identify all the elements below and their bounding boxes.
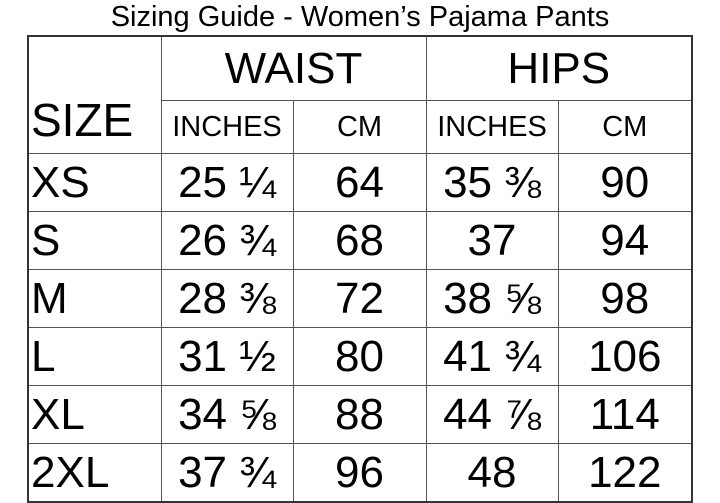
waist-inches-cell: 26 ¾ (160, 211, 294, 270)
hips-inches-header: INCHES (425, 100, 559, 154)
waist-cm-cell: 68 (292, 211, 427, 270)
size-cell: S (27, 211, 162, 270)
size-cell: XS (27, 153, 162, 212)
hips-cm-cell: 94 (557, 211, 693, 270)
page-title: Sizing Guide - Women’s Pajama Pants (110, 1, 610, 33)
waist-inches-header: INCHES (160, 100, 294, 154)
table-row: L 31 ½ 80 41 ¾ 106 (27, 327, 693, 386)
hips-cm-cell: 90 (557, 153, 693, 212)
table-row: 2XL 37 ¾ 96 48 122 (27, 443, 693, 503)
hips-inches-cell: 38 ⅝ (425, 269, 559, 328)
hips-cm-cell: 98 (557, 269, 693, 328)
sizing-table: SIZE WAIST HIPS INCHES CM INCHES CM XS 25… (27, 35, 694, 503)
table-row: XL 34 ⅝ 88 44 ⅞ 114 (27, 385, 693, 444)
hips-inches-cell: 41 ¾ (425, 327, 559, 386)
size-header: SIZE (27, 35, 162, 154)
size-cell: XL (27, 385, 162, 444)
waist-cm-cell: 72 (292, 269, 427, 328)
size-cell: L (27, 327, 162, 386)
waist-cm-cell: 96 (292, 443, 427, 503)
table-row: XS 25 ¼ 64 35 ⅜ 90 (27, 153, 693, 212)
table-row: M 28 ⅜ 72 38 ⅝ 98 (27, 269, 693, 328)
table-row: S 26 ¾ 68 37 94 (27, 211, 693, 270)
waist-header: WAIST (160, 35, 427, 101)
group-header-row: SIZE WAIST HIPS (27, 35, 693, 154)
hips-cm-cell: 106 (557, 327, 693, 386)
hips-cm-header: CM (557, 100, 693, 154)
hips-inches-cell: 35 ⅜ (425, 153, 559, 212)
hips-inches-cell: 44 ⅞ (425, 385, 559, 444)
waist-inches-cell: 31 ½ (160, 327, 294, 386)
hips-inches-cell: 48 (425, 443, 559, 503)
waist-inches-cell: 37 ¾ (160, 443, 294, 503)
waist-inches-cell: 25 ¼ (160, 153, 294, 212)
size-cell: 2XL (27, 443, 162, 503)
size-cell: M (27, 269, 162, 328)
hips-cm-cell: 122 (557, 443, 693, 503)
waist-cm-cell: 64 (292, 153, 427, 212)
waist-inches-cell: 28 ⅜ (160, 269, 294, 328)
waist-cm-cell: 80 (292, 327, 427, 386)
waist-cm-cell: 88 (292, 385, 427, 444)
waist-inches-cell: 34 ⅝ (160, 385, 294, 444)
hips-cm-cell: 114 (557, 385, 693, 444)
hips-inches-cell: 37 (425, 211, 559, 270)
waist-cm-header: CM (292, 100, 427, 154)
hips-header: HIPS (425, 35, 693, 101)
